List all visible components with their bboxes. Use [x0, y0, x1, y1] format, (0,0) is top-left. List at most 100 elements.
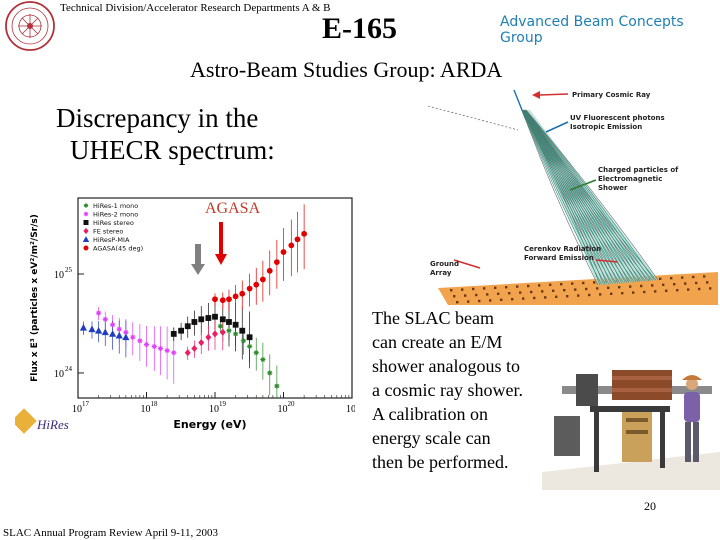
- legend-entry: HiResP-MIA: [93, 236, 130, 244]
- ground-detector: [651, 284, 654, 287]
- data-point: [171, 350, 177, 356]
- ground-detector: [467, 300, 470, 303]
- data-point: [198, 316, 205, 323]
- ground-detector: [610, 292, 613, 295]
- ground-detector: [555, 295, 558, 298]
- agasa-label: AGASA: [205, 200, 261, 217]
- data-point: [247, 343, 253, 350]
- legend-entry: HiRes-2 mono: [93, 211, 138, 219]
- ground-detector: [695, 281, 698, 285]
- data-point: [267, 370, 273, 376]
- data-point: [198, 339, 205, 347]
- label-uv-1: UV Fluorescent photons: [570, 114, 665, 122]
- data-point: [115, 331, 123, 339]
- data-point: [83, 227, 89, 235]
- slide-subtitle: Astro-Beam Studies Group: ARDA: [190, 57, 503, 82]
- data-point: [116, 326, 122, 332]
- particle-track: [525, 109, 659, 281]
- heading-line-2: UHECR spectrum:: [70, 135, 275, 165]
- particle-track: [525, 109, 655, 281]
- legend-entry: AGASA(45 deg): [93, 245, 143, 253]
- data-point: [184, 323, 191, 330]
- data-point: [219, 297, 226, 304]
- charged-particle-arrow: [569, 179, 597, 191]
- particle-track: [522, 109, 606, 285]
- particle-track: [521, 109, 602, 285]
- data-point: [260, 356, 266, 363]
- page-number: 20: [644, 499, 656, 513]
- gray-arrow: [191, 244, 205, 275]
- university-seal-logo: [5, 1, 55, 51]
- ground-detector: [472, 287, 475, 291]
- data-point: [205, 315, 212, 321]
- data-point: [143, 341, 150, 348]
- agasa-arrows: [191, 222, 227, 275]
- ground-detector: [519, 291, 522, 294]
- particle-track: [525, 109, 648, 282]
- data-point: [217, 323, 224, 329]
- particle-track: [525, 109, 651, 281]
- data-point: [266, 267, 273, 274]
- data-point: [280, 249, 287, 255]
- data-point: [137, 338, 143, 344]
- particle-track: [524, 109, 646, 282]
- data-point: [101, 328, 109, 336]
- data-point: [212, 296, 218, 303]
- primary-ray-arrow: [539, 93, 569, 96]
- body-line-2: can create an E/M: [372, 332, 503, 352]
- data-point: [226, 328, 232, 334]
- data-point: [288, 242, 295, 249]
- data-point: [130, 334, 136, 340]
- particle-track: [522, 109, 610, 285]
- data-point: [83, 203, 89, 208]
- data-point: [253, 350, 259, 356]
- y-tick-exponent: 24: [65, 365, 73, 373]
- particle-track: [525, 109, 653, 281]
- ground-detector: [489, 299, 492, 302]
- air-shower-diagram: Primary Cosmic Ray UV Fluorescent photon…: [427, 89, 718, 305]
- ground-detector: [483, 287, 486, 290]
- data-point: [184, 349, 191, 357]
- ground-detector: [577, 294, 580, 297]
- data-point: [191, 319, 198, 325]
- x-tick-label: 10: [72, 404, 82, 415]
- body-line-6: energy scale can: [372, 428, 491, 448]
- data-point: [83, 245, 89, 251]
- data-point: [108, 330, 117, 337]
- data-point: [212, 313, 218, 320]
- ground-detector: [478, 299, 481, 303]
- ground-detector: [706, 281, 709, 284]
- hires-logo: HiRes: [15, 408, 69, 434]
- data-point: [110, 322, 116, 328]
- slide-heading: Discrepancy in the UHECR spectrum:: [56, 102, 275, 166]
- ground-detector: [464, 294, 467, 297]
- data-point: [239, 327, 246, 334]
- heading-line-1: Discrepancy in the: [56, 103, 259, 133]
- legend-entry: FE stereo: [93, 228, 123, 236]
- ground-detector: [497, 292, 500, 295]
- ground-detector: [621, 292, 624, 295]
- person-figure: [682, 375, 702, 462]
- ground-detector: [632, 291, 635, 294]
- x-tick-label: 10: [141, 404, 151, 415]
- magnet-left: [576, 374, 598, 406]
- data-point: [122, 333, 130, 341]
- particle-track: [522, 109, 613, 284]
- y-tick-label: 10: [54, 270, 64, 281]
- data-point: [240, 338, 247, 344]
- data-point: [253, 281, 260, 288]
- ground-detector: [643, 290, 646, 294]
- ground-detector: [475, 293, 478, 297]
- data-point: [274, 383, 280, 389]
- experiment-title: E-165: [322, 12, 397, 45]
- ground-detector: [698, 287, 701, 291]
- department-header: Technical Division/Accelerator Research …: [60, 2, 331, 14]
- ground-detector: [640, 284, 643, 288]
- legend-entry: HiRes-1 mono: [93, 202, 138, 210]
- x-tick-label: 10: [209, 404, 219, 415]
- body-line-1: The SLAC beam: [372, 308, 494, 328]
- data-point: [294, 236, 301, 243]
- particle-track: [524, 109, 642, 282]
- ground-detector: [681, 276, 684, 279]
- data-point: [123, 329, 129, 335]
